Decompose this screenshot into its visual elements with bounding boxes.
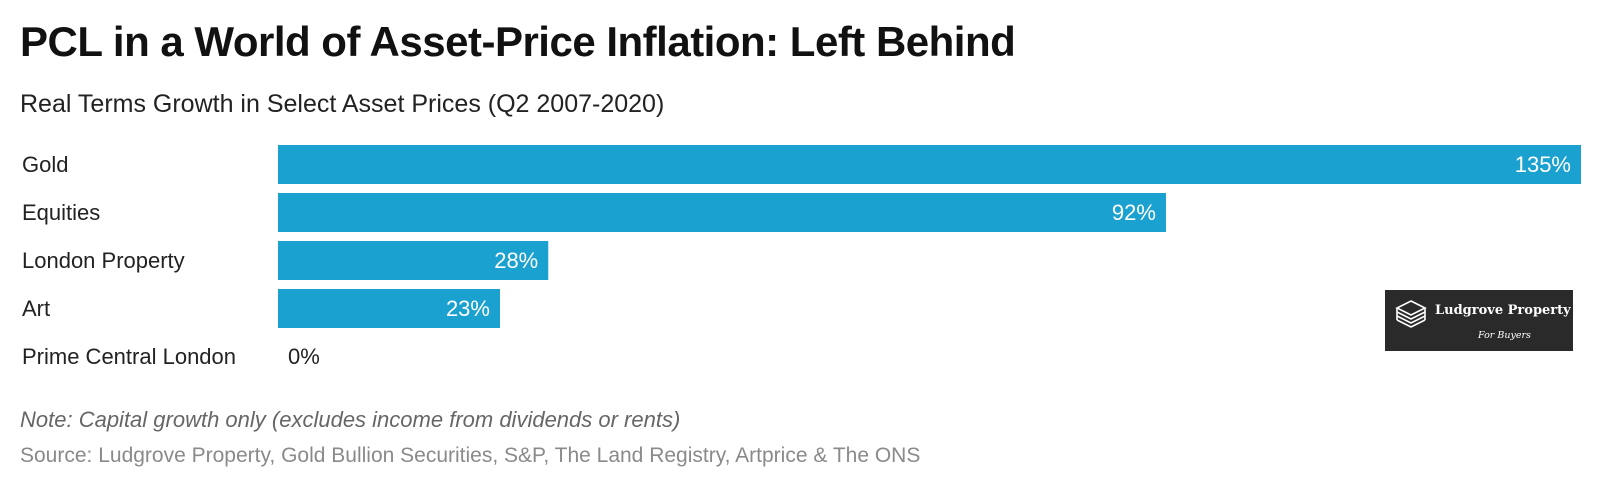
chart-note: Note: Capital growth only (excludes inco…: [20, 407, 681, 432]
bar: [278, 193, 1166, 232]
logo-name: Ludgrove Property: [1435, 303, 1571, 318]
chart-source: Source: Ludgrove Property, Gold Bullion …: [20, 444, 921, 467]
logo-tagline: For Buyers: [1478, 330, 1531, 341]
value-label: 135%: [1515, 152, 1571, 177]
chart-title: PCL in a World of Asset-Price Inflation:…: [20, 18, 1016, 65]
stacked-layers-icon: [1395, 300, 1427, 328]
bar: [278, 241, 549, 280]
bar: [278, 289, 500, 328]
category-label: Equities: [22, 200, 100, 225]
value-label: 92%: [1112, 200, 1156, 225]
category-label: Gold: [22, 152, 68, 177]
value-label: 23%: [446, 296, 490, 321]
category-label: London Property: [22, 248, 185, 273]
bar: [278, 145, 1581, 184]
value-label: 0%: [288, 344, 320, 369]
ludgrove-logo: Ludgrove Property For Buyers: [1385, 290, 1573, 351]
category-label: Prime Central London: [22, 344, 236, 369]
value-label: 28%: [494, 248, 538, 273]
category-label: Art: [22, 296, 50, 321]
chart-subtitle: Real Terms Growth in Select Asset Prices…: [20, 90, 665, 118]
bar-chart: Gold 135% Equities 92% London Property 28% Art…: [22, 145, 1581, 369]
